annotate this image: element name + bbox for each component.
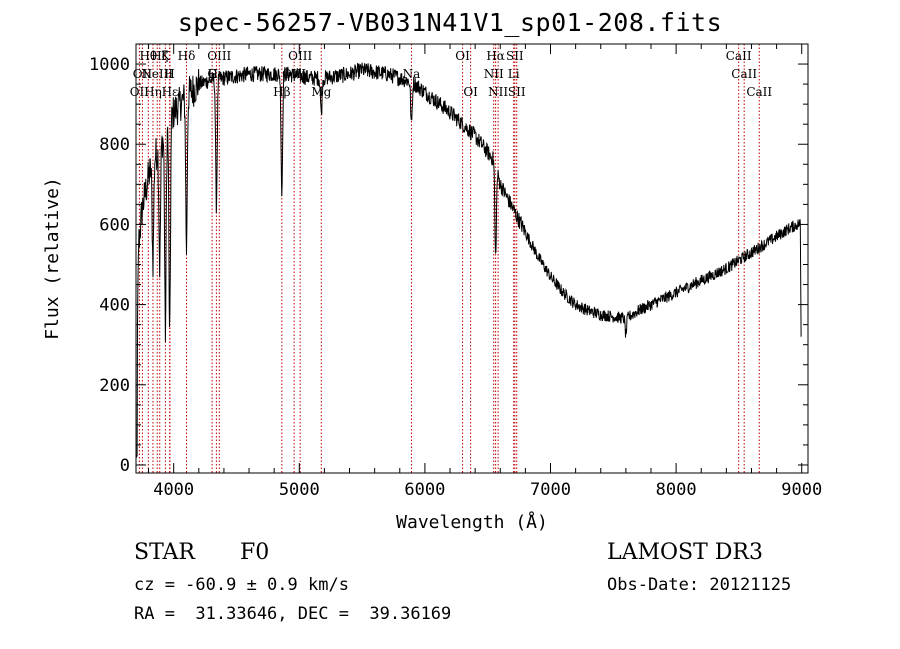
survey-name: LAMOST DR3 <box>607 540 763 565</box>
line-label: Mg <box>311 85 331 99</box>
x-axis: 4000 5000 6000 7000 8000 9000 <box>148 44 822 500</box>
line-label: OIII <box>207 49 231 63</box>
chart-title: spec-56257-VB031N41V1_sp01-208.fits <box>177 8 723 37</box>
line-label: NeIII <box>141 67 173 81</box>
line-markers <box>138 44 760 473</box>
y-tick-label: 1000 <box>89 55 130 75</box>
line-label: Na <box>403 67 421 81</box>
line-label: OII <box>130 85 150 99</box>
line-label: OIII <box>288 49 312 63</box>
object-class: STAR <box>134 540 195 565</box>
line-label: Hη <box>144 85 162 99</box>
plot-frame <box>135 43 809 474</box>
line-label: CaII <box>746 85 772 99</box>
radec-text: RA = 31.33646, DEC = 39.36169 <box>134 604 452 624</box>
x-axis-label: Wavelength (Å) <box>396 511 548 533</box>
line-label: OII <box>133 67 153 81</box>
obs-date: Obs-Date: 20121125 <box>607 575 792 595</box>
line-label: Hε <box>162 85 179 99</box>
line-label: Hθ <box>139 49 157 63</box>
line-label: H <box>164 67 174 81</box>
y-axis: 0 200 400 600 800 1000 <box>89 55 808 476</box>
x-tick-label: 4000 <box>153 480 194 500</box>
x-tick-label: 7000 <box>530 480 571 500</box>
x-tick-label: 8000 <box>656 480 697 500</box>
line-label: OI <box>455 49 470 63</box>
line-label: CaII <box>726 49 752 63</box>
line-label: Li <box>508 67 520 81</box>
line-label: SII <box>508 85 526 99</box>
y-tick-label: 200 <box>99 376 130 396</box>
line-label: NII <box>488 85 508 99</box>
line-label: K <box>161 49 171 63</box>
y-tick-label: 0 <box>120 456 130 476</box>
y-tick-label: 600 <box>99 215 130 235</box>
spectrum-line <box>135 62 802 458</box>
x-tick-label: 9000 <box>781 480 822 500</box>
line-label: SII <box>506 49 524 63</box>
line-label: Hα <box>486 49 505 63</box>
line-label: CaII <box>731 67 757 81</box>
line-label: Hζ <box>151 49 168 63</box>
x-tick-label: 5000 <box>279 480 320 500</box>
line-label: OI <box>463 85 478 99</box>
x-tick-label: 6000 <box>404 480 445 500</box>
line-labels: OIIOIIHθHηNeIIIHζKHHεHδGHγOIIIHβOIIIOIII… <box>130 49 773 99</box>
line-label: Hβ <box>273 85 290 99</box>
y-tick-label: 800 <box>99 135 130 155</box>
redshift-text: cz = -60.9 ± 0.9 km/s <box>134 575 349 595</box>
object-subclass: F0 <box>240 540 270 565</box>
y-axis-label: Flux (relative) <box>42 177 63 340</box>
line-label: Hδ <box>178 49 196 63</box>
line-label: NII <box>484 67 504 81</box>
y-tick-label: 400 <box>99 296 130 316</box>
